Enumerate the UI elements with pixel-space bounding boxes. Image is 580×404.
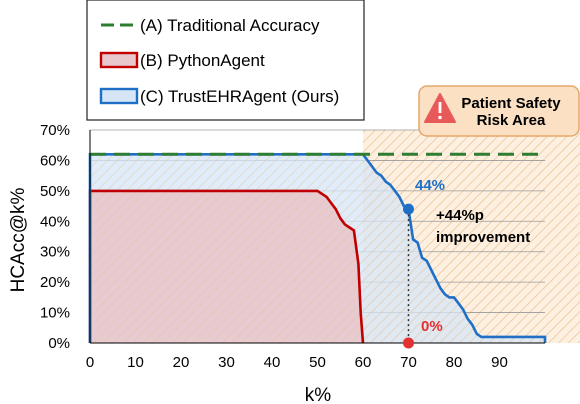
legend-item-python-agent: (B) PythonAgent xyxy=(99,51,265,70)
python-agent-line xyxy=(88,189,365,344)
legend-label-traditional-accuracy: (A) Traditional Accuracy xyxy=(140,16,320,35)
x-tick-label: 70 xyxy=(400,354,417,371)
x-axis-label: k% xyxy=(305,385,332,404)
legend: (A) Traditional Accuracy (B) PythonAgent… xyxy=(86,0,365,121)
x-tick-label: 40 xyxy=(264,354,281,371)
risk-area-label-line2: Risk Area xyxy=(477,112,546,129)
trust-ehr-agent-line xyxy=(88,153,547,343)
legend-item-trust-ehr-agent: (C) TrustEHRAgent (Ours) xyxy=(99,87,339,106)
y-tick-label: 10% xyxy=(40,305,70,322)
y-tick-labels: 0% 10% 20% 30% 40% 50% 60% 70% xyxy=(40,122,70,352)
x-tick-label: 30 xyxy=(218,354,235,371)
y-tick-label: 50% xyxy=(40,183,70,200)
risk-area-callout: Patient Safety Risk Area xyxy=(418,85,580,137)
x-tick-label: 80 xyxy=(446,354,463,371)
python-agent-value-label: 0% xyxy=(421,318,443,335)
y-tick-label: 70% xyxy=(40,122,70,139)
legend-label-trust-ehr-agent: (C) TrustEHRAgent (Ours) xyxy=(140,87,339,106)
y-tick-label: 0% xyxy=(48,335,70,352)
y-tick-label: 30% xyxy=(40,244,70,261)
y-tick-label: 60% xyxy=(40,152,70,169)
legend-swatch-trust-ehr-agent xyxy=(99,87,139,105)
risk-area-label-line1: Patient Safety xyxy=(461,95,561,112)
y-tick-label: 20% xyxy=(40,274,70,291)
y-axis-label: HCAcc@k% xyxy=(8,187,29,292)
risk-area-callout-box xyxy=(418,85,580,137)
trust-ehr-agent-risk-hatch xyxy=(90,154,545,343)
legend-item-traditional-accuracy: (A) Traditional Accuracy xyxy=(101,16,320,35)
y-tick-label: 40% xyxy=(40,213,70,230)
trust-ehr-agent-marker xyxy=(403,203,414,215)
x-tick-label: 90 xyxy=(491,354,508,371)
x-tick-label: 0 xyxy=(86,354,94,371)
legend-label-python-agent: (B) PythonAgent xyxy=(140,51,265,70)
warning-icon xyxy=(424,93,456,123)
improvement-label-line2: improvement xyxy=(436,229,530,246)
x-tick-label: 50 xyxy=(309,354,326,371)
x-tick-label: 20 xyxy=(173,354,190,371)
python-agent-marker xyxy=(403,337,414,349)
improvement-label-line1: +44%p xyxy=(436,207,484,224)
trust-ehr-agent-value-label: 44% xyxy=(415,177,445,194)
x-tick-label: 10 xyxy=(127,354,144,371)
x-tick-label: 60 xyxy=(355,354,372,371)
x-tick-labels: 0 10 20 30 40 50 60 70 80 90 xyxy=(86,354,508,371)
legend-swatch-python-agent xyxy=(99,51,139,69)
